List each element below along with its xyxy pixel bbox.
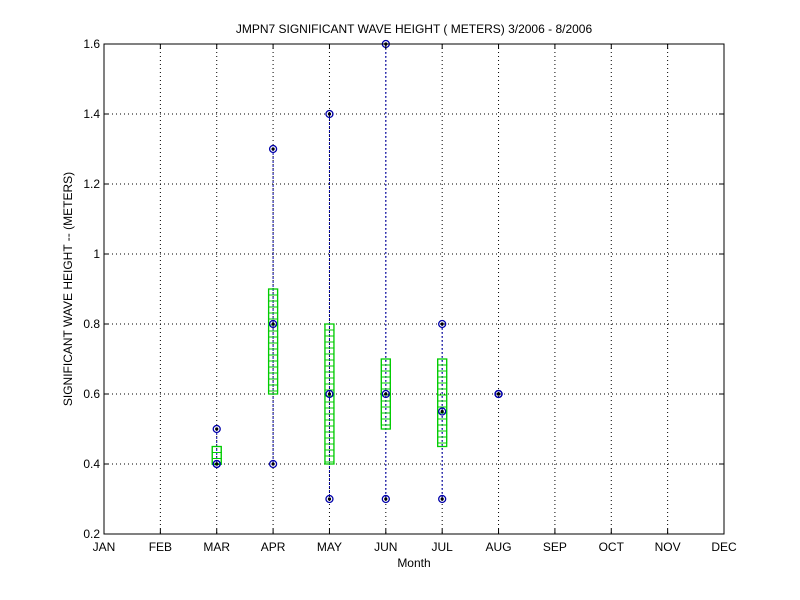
y-tick-label: 0.8 [83,317,100,331]
median-marker-ring [212,459,221,469]
min-marker-dot [327,497,332,501]
x-tick-label: JAN [93,540,116,554]
median-marker-ring [381,389,390,399]
y-tick-label: 1.4 [83,107,100,121]
iqr-box [324,323,335,465]
min-marker-ring [268,459,278,469]
min-marker-ring [381,494,390,504]
y-tick-label: 1 [93,247,100,261]
y-tick-label: 1.6 [83,37,100,51]
median-marker-dot [215,462,219,466]
markers [212,39,503,504]
x-tick-labels: JAN FEB MAR APR MAY JUN JUL AUG SEP OCT NOV DEC [93,540,737,554]
median-marker-dot [327,392,332,396]
x-tick-label: JUL [432,540,454,554]
axes-frame [103,43,725,535]
max-marker-ring [212,424,221,434]
median-marker-dot [440,409,444,414]
median-marker-dot [384,392,388,396]
min-marker-ring [438,494,447,504]
median-marker-ring [325,389,334,399]
max-marker-dot [440,322,444,326]
y-tick-label: 0.6 [83,387,100,401]
min-marker-dot [384,497,388,501]
median-marker-dot [496,392,501,396]
y-tick-label: 0.4 [83,457,100,471]
y-tick-label: 0.2 [83,527,100,541]
x-tick-label: APR [261,540,286,554]
x-tick-label: FEB [149,540,172,554]
max-marker-dot [327,112,332,116]
min-marker-dot [271,462,275,466]
chart-title: JMPN7 SIGNIFICANT WAVE HEIGHT ( METERS) … [236,22,593,36]
max-marker-dot [215,427,219,431]
x-tick-label: OCT [599,540,625,554]
min-marker-dot [440,497,444,501]
iqr-box [267,288,279,395]
y-tick-labels: 0.2 0.4 0.6 0.8 1 1.2 1.4 1.6 [83,37,100,541]
x-axis-label: Month [397,556,430,570]
min-marker-ring [325,494,334,504]
max-marker-ring [325,109,334,119]
iqr-box [380,358,391,430]
grid [104,44,724,534]
x-tick-label: MAR [203,540,230,554]
median-marker-ring [438,407,447,416]
boxes [211,288,448,465]
iqr-box [437,358,448,448]
max-marker-ring [268,144,278,154]
x-tick-label: AUG [486,540,512,554]
y-tick-label: 1.2 [83,177,100,191]
x-tick-label: SEP [543,540,567,554]
x-tick-label: MAY [317,540,342,554]
x-tick-label: JUN [374,540,397,554]
ticks [103,43,725,535]
median-marker-ring [494,389,503,399]
max-marker-ring [438,319,447,329]
x-tick-label: NOV [655,540,681,554]
max-marker-dot [271,147,275,151]
median-marker-dot [271,322,275,326]
y-axis-label: SIGNIFICANT WAVE HEIGHT -- (METERS) [61,172,75,406]
x-tick-label: DEC [711,540,737,554]
median-marker-ring [268,319,278,329]
